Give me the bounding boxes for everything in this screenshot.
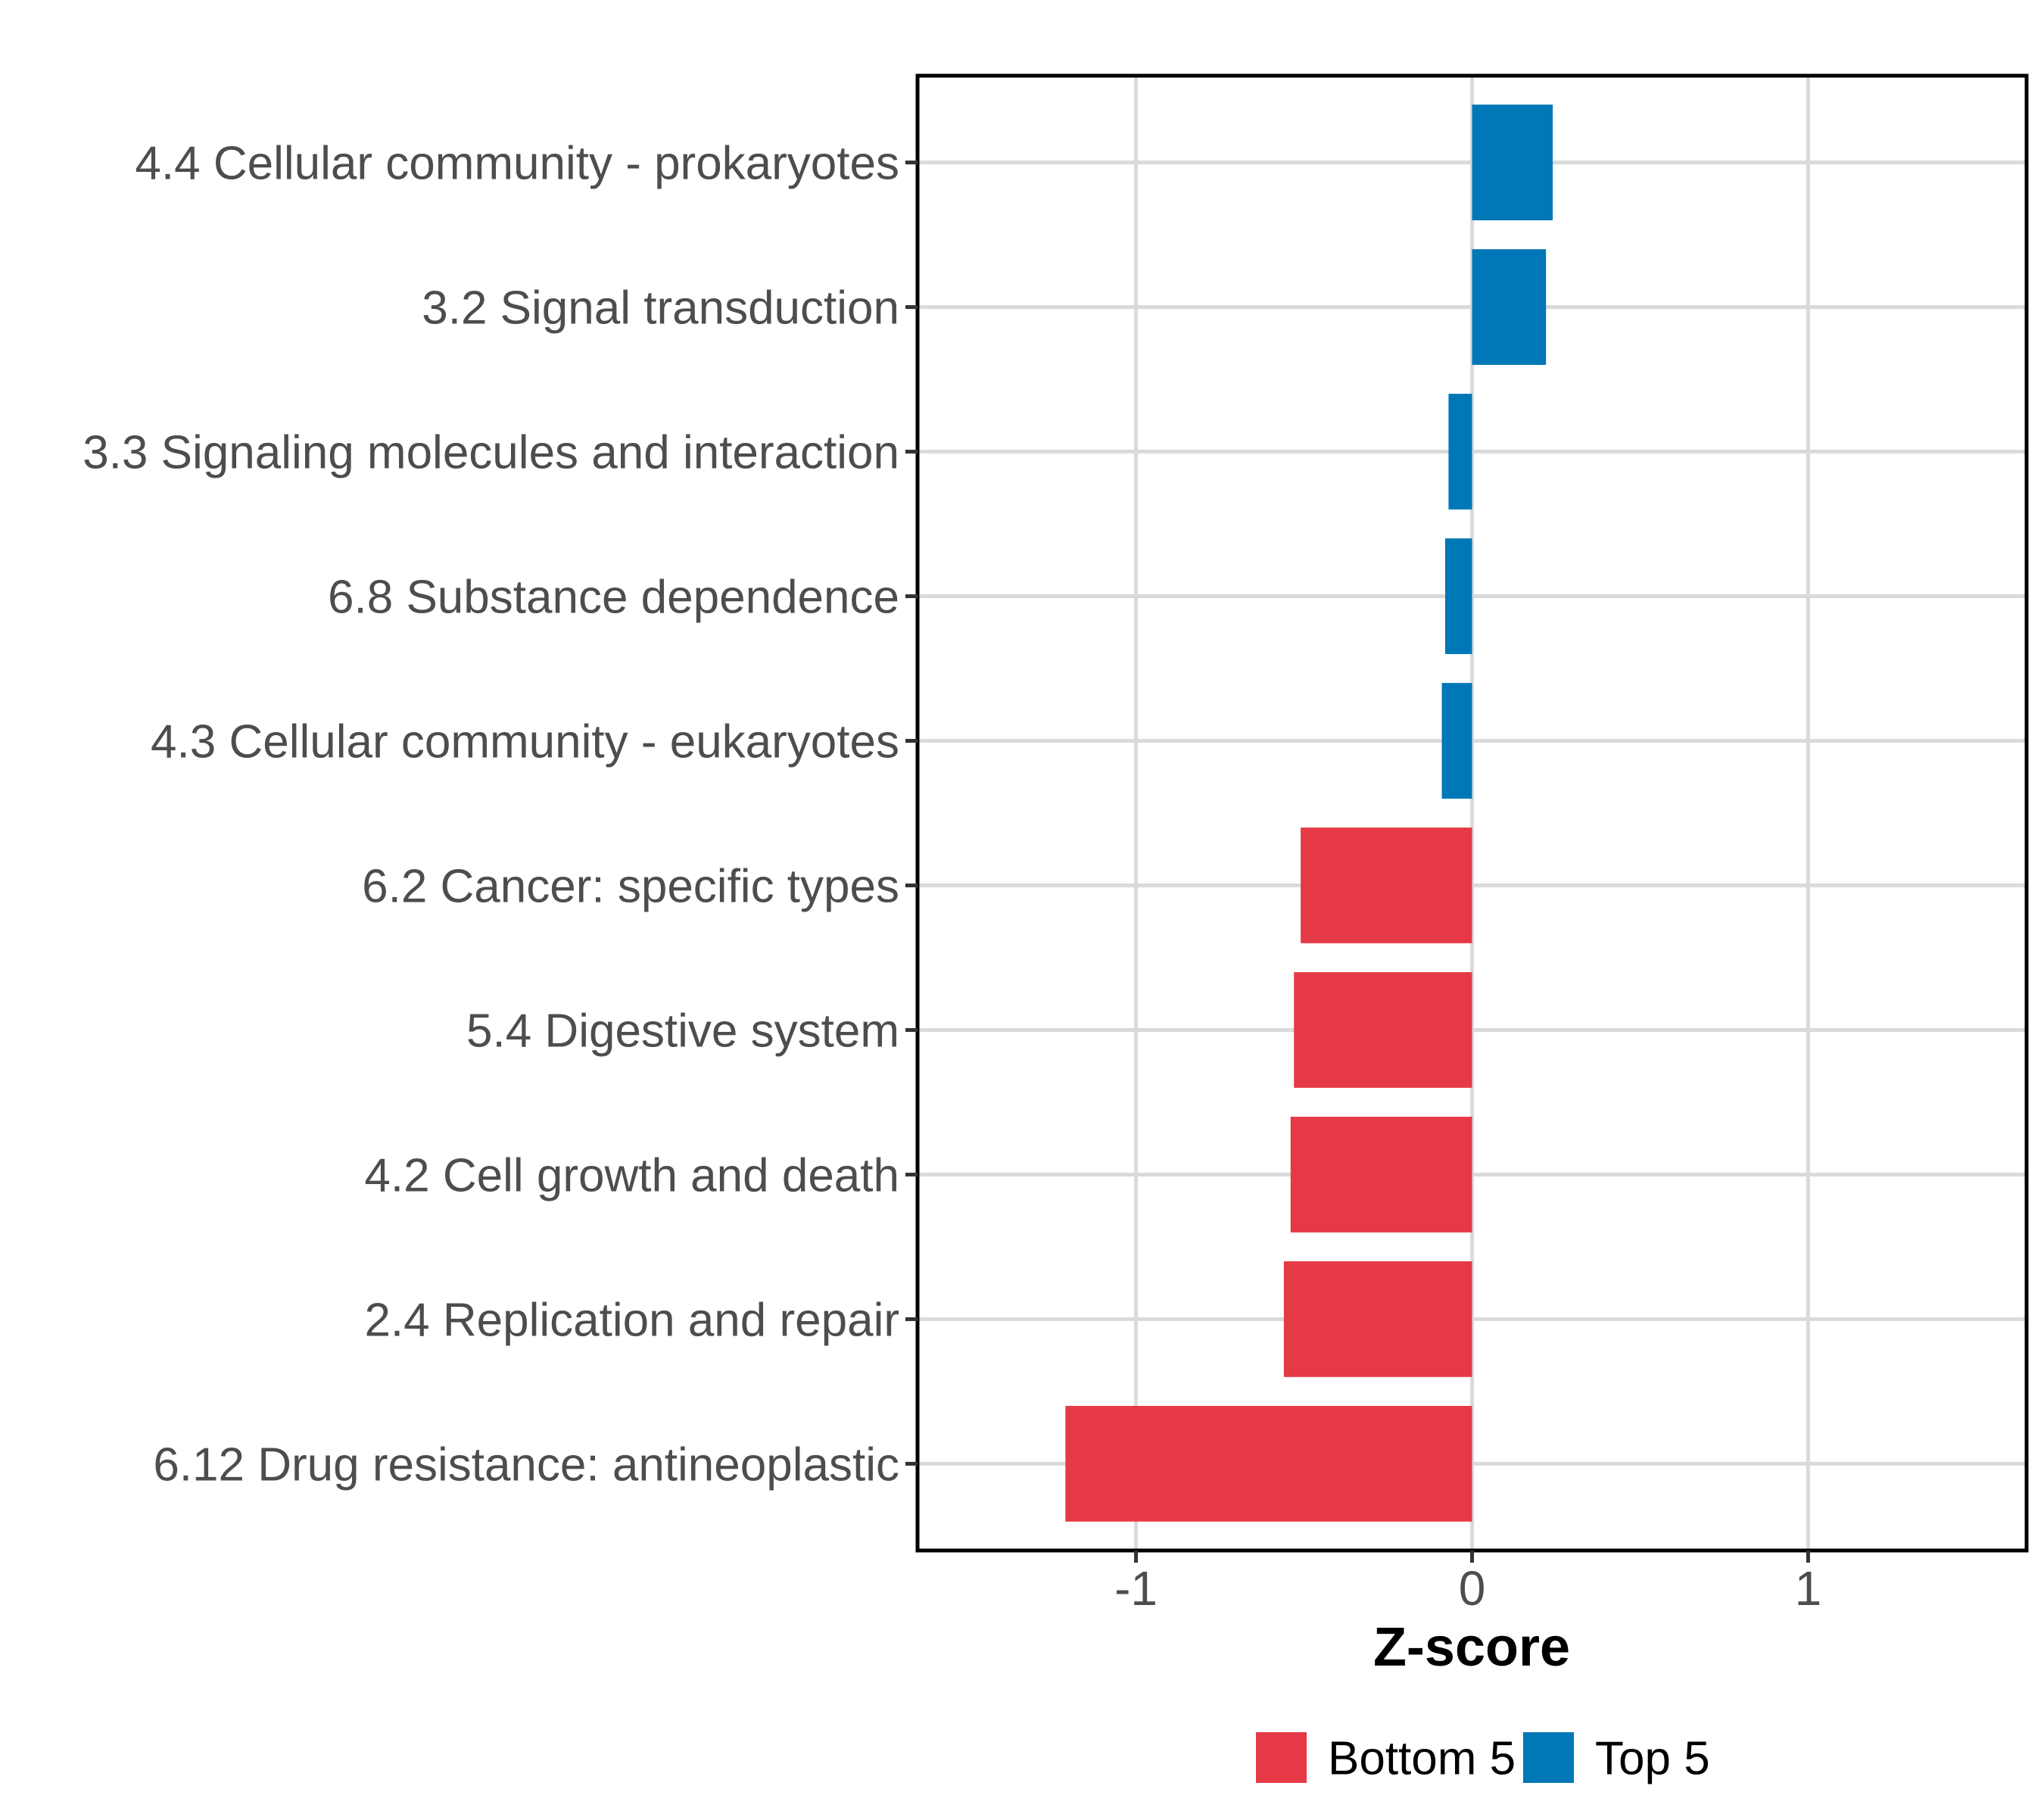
bar: [1472, 249, 1547, 365]
x-tick-label: -1: [1114, 1561, 1158, 1616]
bar: [1441, 683, 1472, 799]
y-tick-label: 3.3 Signaling molecules and interaction: [83, 427, 899, 479]
y-tick-label: 6.8 Substance dependence: [328, 572, 899, 624]
y-tick-label: 6.2 Cancer: specific types: [362, 860, 899, 912]
y-axis-ticks: [905, 161, 918, 1466]
x-tick-label: 0: [1459, 1561, 1486, 1616]
bar: [1301, 827, 1472, 943]
y-axis-labels: 4.4 Cellular community - prokaryotes 3.2 …: [83, 138, 899, 1491]
bar: [1290, 1117, 1472, 1233]
y-tick-label: 4.2 Cell growth and death: [364, 1149, 899, 1201]
y-tick-label: 4.3 Cellular community - eukaryotes: [151, 716, 899, 768]
bar: [1294, 972, 1472, 1088]
bar: [1283, 1261, 1472, 1377]
legend-label: Top 5: [1595, 1733, 1710, 1785]
legend-label: Bottom 5: [1328, 1733, 1516, 1785]
x-axis-labels: -1 0 1: [1114, 1561, 1821, 1616]
bar: [1444, 538, 1472, 654]
bars: [1065, 104, 1553, 1522]
x-axis-ticks: [1134, 1551, 1810, 1563]
bar: [1472, 104, 1553, 220]
legend-key: [1256, 1732, 1307, 1783]
y-tick-label: 2.4 Replication and repair: [364, 1294, 899, 1346]
y-tick-label: 5.4 Digestive system: [466, 1005, 899, 1057]
x-axis-title: Z-score: [1373, 1617, 1570, 1678]
y-tick-label: 6.12 Drug resistance: antineoplastic: [153, 1438, 899, 1491]
legend: Bottom 5 Top 5: [1256, 1732, 1710, 1785]
y-tick-label: 3.2 Signal transduction: [422, 282, 899, 335]
legend-key: [1523, 1732, 1574, 1783]
bar: [1448, 394, 1472, 510]
bar: [1065, 1406, 1472, 1522]
x-tick-label: 1: [1795, 1561, 1822, 1616]
y-tick-label: 4.4 Cellular community - prokaryotes: [135, 138, 899, 190]
